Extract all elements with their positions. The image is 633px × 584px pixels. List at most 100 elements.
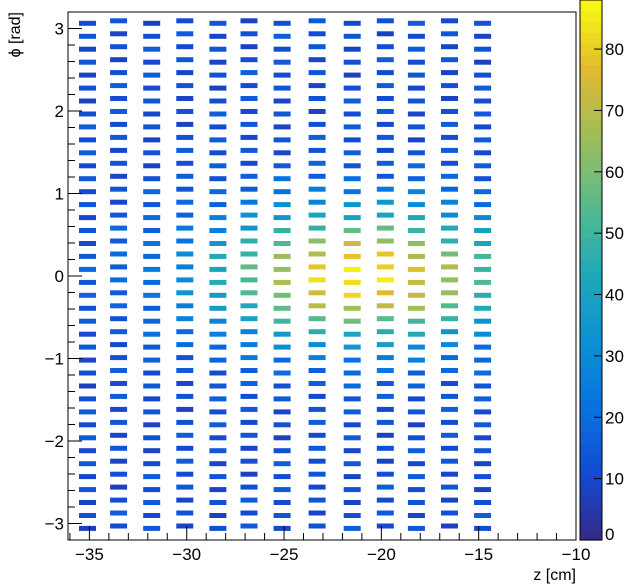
heatmap-cell	[273, 137, 291, 143]
heatmap-cell	[441, 458, 458, 464]
heatmap-cell	[209, 318, 227, 324]
heatmap-cell	[308, 445, 326, 451]
heatmap-cell	[273, 98, 291, 104]
heatmap-cell	[273, 344, 291, 350]
heatmap-cell	[143, 305, 161, 311]
colorbar-segment	[580, 453, 602, 465]
heatmap-cell	[376, 251, 394, 257]
heatmap-cell	[407, 500, 425, 505]
heatmap-cell	[240, 264, 258, 270]
colorbar-segment	[580, 21, 602, 33]
heatmap-cell	[79, 215, 96, 221]
heatmap-cell	[308, 329, 326, 335]
heatmap-cell	[343, 111, 361, 117]
x-axis: −35 −30 −25 −20 −15 −10	[69, 526, 590, 564]
heatmap-cell	[240, 31, 258, 37]
heatmap-cell	[240, 497, 258, 503]
heatmap-cell	[209, 33, 227, 39]
colorbar-segment	[580, 151, 602, 163]
heatmap-cell	[209, 513, 227, 518]
heatmap-cell	[407, 85, 425, 91]
heatmap-cell	[273, 189, 291, 195]
heatmap-cell	[343, 435, 361, 441]
heatmap-cell	[176, 523, 194, 529]
heatmap-cell	[79, 176, 96, 182]
colorbar-segment	[580, 54, 602, 66]
heatmap-cell	[240, 355, 258, 361]
heatmap-cell	[308, 277, 326, 283]
heatmap-cell	[441, 303, 458, 309]
heatmap-cell	[143, 72, 161, 78]
heatmap-cell	[209, 228, 227, 233]
heatmap-cell	[79, 487, 96, 493]
heatmap-cell	[474, 72, 492, 78]
heatmap-cell	[474, 525, 492, 531]
colorbar-segment	[580, 194, 602, 206]
heatmap-cell	[376, 458, 394, 464]
heatmap-cell	[143, 202, 161, 208]
heatmap-cell	[376, 160, 394, 166]
heatmap-cell	[308, 96, 326, 101]
heatmap-cell	[209, 253, 227, 259]
heatmap-cell	[209, 266, 227, 272]
heatmap-cell	[110, 160, 128, 166]
heatmap-cell	[376, 173, 394, 179]
colorbar-segment	[580, 432, 602, 444]
heatmap-cell	[376, 303, 394, 309]
colorbar-segment	[580, 43, 602, 55]
heatmap-cell	[240, 83, 258, 89]
colorbar-segment	[580, 334, 602, 347]
heatmap-cell	[143, 500, 161, 505]
heatmap-cell	[176, 31, 194, 37]
colorbar-segment	[580, 410, 602, 422]
heatmap-cell	[110, 303, 128, 309]
heatmap-cell	[79, 189, 96, 195]
heatmap-cell	[79, 396, 96, 402]
heatmap-cell	[407, 215, 425, 221]
heatmap-cell	[407, 124, 425, 130]
heatmap-cell	[209, 59, 227, 65]
heatmap-cell	[376, 484, 394, 490]
heatmap-cell	[376, 432, 394, 438]
colorbar-segment	[580, 32, 602, 44]
heatmap-cell	[273, 435, 291, 441]
colorbar-segment	[580, 280, 602, 293]
heatmap-cell	[176, 355, 194, 361]
heatmap-cell	[110, 83, 128, 89]
heatmap-cell	[441, 497, 458, 503]
heatmap-cell	[273, 150, 291, 156]
heatmap-cell	[176, 290, 194, 296]
heatmap-cell	[273, 357, 291, 363]
heatmap-cell	[176, 497, 194, 503]
heatmap-cell	[110, 109, 128, 114]
heatmap-cell	[343, 266, 361, 272]
heatmap-cell	[308, 381, 326, 386]
heatmap-cell	[441, 109, 458, 114]
heatmap-cell	[441, 160, 458, 166]
heatmap-cell	[376, 44, 394, 50]
heatmap-cell	[240, 238, 258, 244]
colorbar-segment	[580, 86, 602, 98]
heatmap-cell	[176, 381, 194, 386]
heatmap-cell	[343, 98, 361, 104]
heatmap-cell	[273, 409, 291, 415]
heatmap-cell	[474, 137, 492, 143]
heatmap-cell	[474, 33, 492, 39]
heatmap-cell	[407, 279, 425, 285]
heatmap-cell	[343, 500, 361, 505]
heatmap-cell	[143, 448, 161, 454]
heatmap-cell	[79, 46, 96, 52]
heatmap-cell	[308, 355, 326, 361]
heatmap-cell	[376, 381, 394, 386]
heatmap-cell	[474, 266, 492, 272]
heatmap-cell	[79, 357, 96, 363]
heatmap-cell	[79, 253, 96, 259]
heatmap-cell	[474, 383, 492, 389]
heatmap-cell	[176, 83, 194, 89]
colorbar-tick-label: 80	[605, 40, 624, 59]
heatmap-cell	[376, 406, 394, 412]
heatmap-cell	[79, 435, 96, 441]
heatmap-cell	[308, 160, 326, 166]
heatmap-cell	[110, 458, 128, 464]
